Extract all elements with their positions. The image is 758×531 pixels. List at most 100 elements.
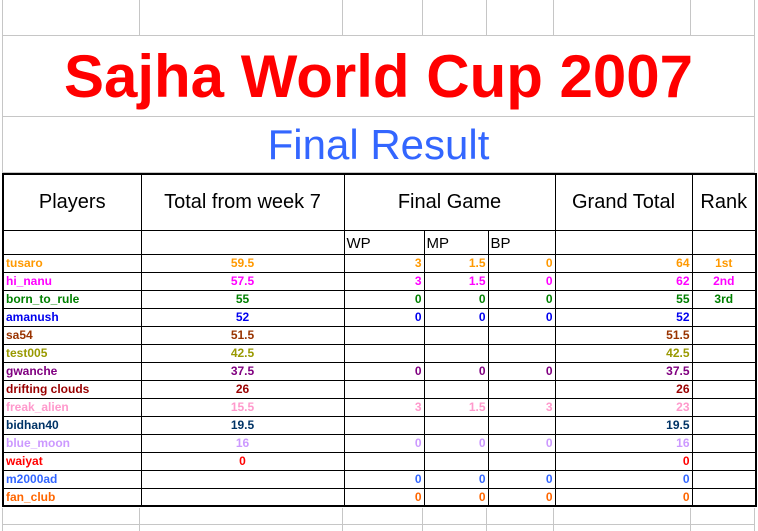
player-name-cell[interactable]: waiyat bbox=[2, 451, 142, 471]
empty-cell[interactable] bbox=[554, 229, 693, 255]
bp-cell[interactable]: 0 bbox=[487, 253, 556, 273]
mp-cell[interactable]: 0 bbox=[423, 433, 489, 453]
grid-cell[interactable] bbox=[2, 525, 140, 531]
bp-cell[interactable]: 0 bbox=[487, 289, 556, 309]
title-cell[interactable]: Sajha World Cup 2007 bbox=[2, 36, 755, 117]
rank-cell[interactable] bbox=[691, 343, 757, 363]
player-name-cell[interactable]: fan_club bbox=[2, 487, 142, 507]
wp-cell[interactable] bbox=[343, 325, 425, 345]
mp-cell[interactable] bbox=[423, 379, 489, 399]
wp-cell[interactable]: 3 bbox=[343, 397, 425, 417]
header-final-game[interactable]: Final Game bbox=[343, 173, 556, 231]
grand-total-cell[interactable]: 37.5 bbox=[554, 361, 693, 381]
bp-cell[interactable]: 3 bbox=[487, 397, 556, 417]
rank-cell[interactable]: 2nd bbox=[691, 271, 757, 291]
empty-cell[interactable] bbox=[2, 229, 142, 255]
bp-cell[interactable]: 0 bbox=[487, 271, 556, 291]
grid-cell[interactable] bbox=[554, 508, 691, 524]
rank-cell[interactable] bbox=[691, 307, 757, 327]
grand-total-cell[interactable]: 19.5 bbox=[554, 415, 693, 435]
total-week7-cell[interactable]: 15.5 bbox=[140, 397, 345, 417]
header-wp[interactable]: WP bbox=[343, 229, 425, 255]
total-week7-cell[interactable]: 57.5 bbox=[140, 271, 345, 291]
bp-cell[interactable]: 0 bbox=[487, 307, 556, 327]
total-week7-cell[interactable]: 16 bbox=[140, 433, 345, 453]
player-name-cell[interactable]: m2000ad bbox=[2, 469, 142, 489]
grid-cell[interactable] bbox=[140, 0, 343, 35]
grand-total-cell[interactable]: 42.5 bbox=[554, 343, 693, 363]
player-name-cell[interactable]: gwanche bbox=[2, 361, 142, 381]
grid-cell[interactable] bbox=[2, 0, 140, 35]
grid-cell[interactable] bbox=[2, 508, 140, 524]
bp-cell[interactable]: 0 bbox=[487, 469, 556, 489]
mp-cell[interactable]: 0 bbox=[423, 307, 489, 327]
header-grand-total[interactable]: Grand Total bbox=[554, 173, 693, 231]
grid-cell[interactable] bbox=[343, 508, 423, 524]
grid-cell[interactable] bbox=[140, 508, 343, 524]
grid-cell[interactable] bbox=[554, 525, 691, 531]
grid-cell[interactable] bbox=[691, 525, 755, 531]
player-name-cell[interactable]: test005 bbox=[2, 343, 142, 363]
rank-cell[interactable] bbox=[691, 397, 757, 417]
rank-cell[interactable] bbox=[691, 469, 757, 489]
total-week7-cell[interactable]: 37.5 bbox=[140, 361, 345, 381]
grid-cell[interactable] bbox=[423, 0, 487, 35]
grand-total-cell[interactable]: 55 bbox=[554, 289, 693, 309]
grand-total-cell[interactable]: 0 bbox=[554, 451, 693, 471]
grid-cell[interactable] bbox=[691, 508, 755, 524]
mp-cell[interactable]: 1.5 bbox=[423, 253, 489, 273]
mp-cell[interactable] bbox=[423, 325, 489, 345]
grand-total-cell[interactable]: 23 bbox=[554, 397, 693, 417]
wp-cell[interactable]: 0 bbox=[343, 487, 425, 507]
bp-cell[interactable] bbox=[487, 451, 556, 471]
grid-cell[interactable] bbox=[554, 0, 691, 35]
mp-cell[interactable] bbox=[423, 451, 489, 471]
header-total-from-week7[interactable]: Total from week 7 bbox=[140, 173, 345, 231]
mp-cell[interactable]: 0 bbox=[423, 361, 489, 381]
grid-cell[interactable] bbox=[487, 0, 554, 35]
wp-cell[interactable]: 0 bbox=[343, 361, 425, 381]
empty-cell[interactable] bbox=[140, 229, 345, 255]
header-bp[interactable]: BP bbox=[487, 229, 556, 255]
total-week7-cell[interactable]: 55 bbox=[140, 289, 345, 309]
mp-cell[interactable] bbox=[423, 415, 489, 435]
rank-cell[interactable] bbox=[691, 487, 757, 507]
header-rank[interactable]: Rank bbox=[691, 173, 757, 231]
player-name-cell[interactable]: tusaro bbox=[2, 253, 142, 273]
empty-cell[interactable] bbox=[691, 229, 757, 255]
total-week7-cell[interactable] bbox=[140, 469, 345, 489]
rank-cell[interactable] bbox=[691, 379, 757, 399]
total-week7-cell[interactable]: 59.5 bbox=[140, 253, 345, 273]
total-week7-cell[interactable]: 19.5 bbox=[140, 415, 345, 435]
player-name-cell[interactable]: drifting clouds bbox=[2, 379, 142, 399]
player-name-cell[interactable]: hi_nanu bbox=[2, 271, 142, 291]
grid-cell[interactable] bbox=[343, 0, 423, 35]
total-week7-cell[interactable]: 52 bbox=[140, 307, 345, 327]
header-mp[interactable]: MP bbox=[423, 229, 489, 255]
player-name-cell[interactable]: born_to_rule bbox=[2, 289, 142, 309]
total-week7-cell[interactable]: 51.5 bbox=[140, 325, 345, 345]
wp-cell[interactable]: 0 bbox=[343, 433, 425, 453]
mp-cell[interactable]: 0 bbox=[423, 487, 489, 507]
grand-total-cell[interactable]: 0 bbox=[554, 487, 693, 507]
grid-cell[interactable] bbox=[487, 508, 554, 524]
grid-cell[interactable] bbox=[423, 525, 487, 531]
rank-cell[interactable] bbox=[691, 415, 757, 435]
player-name-cell[interactable]: freak_alien bbox=[2, 397, 142, 417]
total-week7-cell[interactable]: 26 bbox=[140, 379, 345, 399]
bp-cell[interactable] bbox=[487, 415, 556, 435]
grand-total-cell[interactable]: 16 bbox=[554, 433, 693, 453]
grand-total-cell[interactable]: 26 bbox=[554, 379, 693, 399]
subtitle-cell[interactable]: Final Result bbox=[2, 117, 755, 173]
mp-cell[interactable]: 1.5 bbox=[423, 397, 489, 417]
total-week7-cell[interactable] bbox=[140, 487, 345, 507]
rank-cell[interactable] bbox=[691, 361, 757, 381]
grid-cell[interactable] bbox=[343, 525, 423, 531]
player-name-cell[interactable]: amanush bbox=[2, 307, 142, 327]
wp-cell[interactable] bbox=[343, 343, 425, 363]
wp-cell[interactable] bbox=[343, 415, 425, 435]
mp-cell[interactable]: 0 bbox=[423, 469, 489, 489]
total-week7-cell[interactable]: 0 bbox=[140, 451, 345, 471]
wp-cell[interactable]: 0 bbox=[343, 307, 425, 327]
wp-cell[interactable]: 3 bbox=[343, 253, 425, 273]
